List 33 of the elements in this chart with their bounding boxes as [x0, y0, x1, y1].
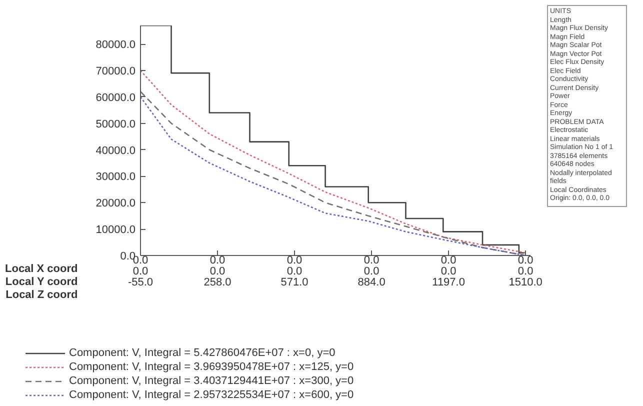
- annotation: 0.0: [364, 254, 380, 266]
- y-tick-label: 70000.0: [96, 65, 136, 78]
- annotation: 0.0: [286, 254, 302, 266]
- x-tick-label: -55.0: [128, 276, 154, 288]
- x-tick-label: 258.0: [204, 276, 232, 288]
- annotation: 0.0: [210, 254, 226, 266]
- y-tick-label: 10000.0: [96, 224, 136, 236]
- legend-label: Component: V, Integral = 3.9693950478E+07 : x=125, y=0: [69, 360, 354, 374]
- text: Local X coord: [5, 263, 78, 276]
- legend-label: Component: V, Integral = 5.427860476E+07 : x=0, y=0: [69, 346, 336, 360]
- annotation: 0.0: [518, 254, 534, 266]
- y-tick-label: 40000.0: [96, 144, 136, 157]
- text: 0.0: [132, 266, 148, 278]
- annotation: 0.0: [132, 254, 148, 266]
- legend-label: Component: V, Integral = 3.4037129441E+07 : x=300, y=0: [69, 374, 354, 388]
- annotation: 0.0: [440, 254, 456, 266]
- text: 0.0: [364, 266, 380, 278]
- x-tick-label: 884.0: [358, 276, 386, 288]
- text: 0.0: [440, 266, 456, 278]
- text: Local Y coord: [5, 276, 78, 289]
- y-tick-label: 50000.0: [96, 118, 136, 130]
- x-tick-label: 571.0: [280, 276, 308, 288]
- legend-label: Component: V, Integral = 2.9573225534E+07 : x=600, y=0: [69, 388, 354, 402]
- y-tick-label: 60000.0: [96, 92, 136, 104]
- y-tick-label: 80000.0: [96, 39, 136, 52]
- text: Local Z coord: [5, 289, 78, 302]
- x-tick-label: 1197.0: [432, 276, 465, 288]
- x-tick-label: 1510.0: [508, 276, 542, 288]
- text: 0.0: [210, 266, 226, 278]
- text: 0.0: [518, 266, 534, 278]
- y-tick-label: 30000.0: [96, 171, 136, 184]
- text: 0.0: [286, 266, 302, 278]
- y-tick-label: 20000.0: [96, 198, 136, 210]
